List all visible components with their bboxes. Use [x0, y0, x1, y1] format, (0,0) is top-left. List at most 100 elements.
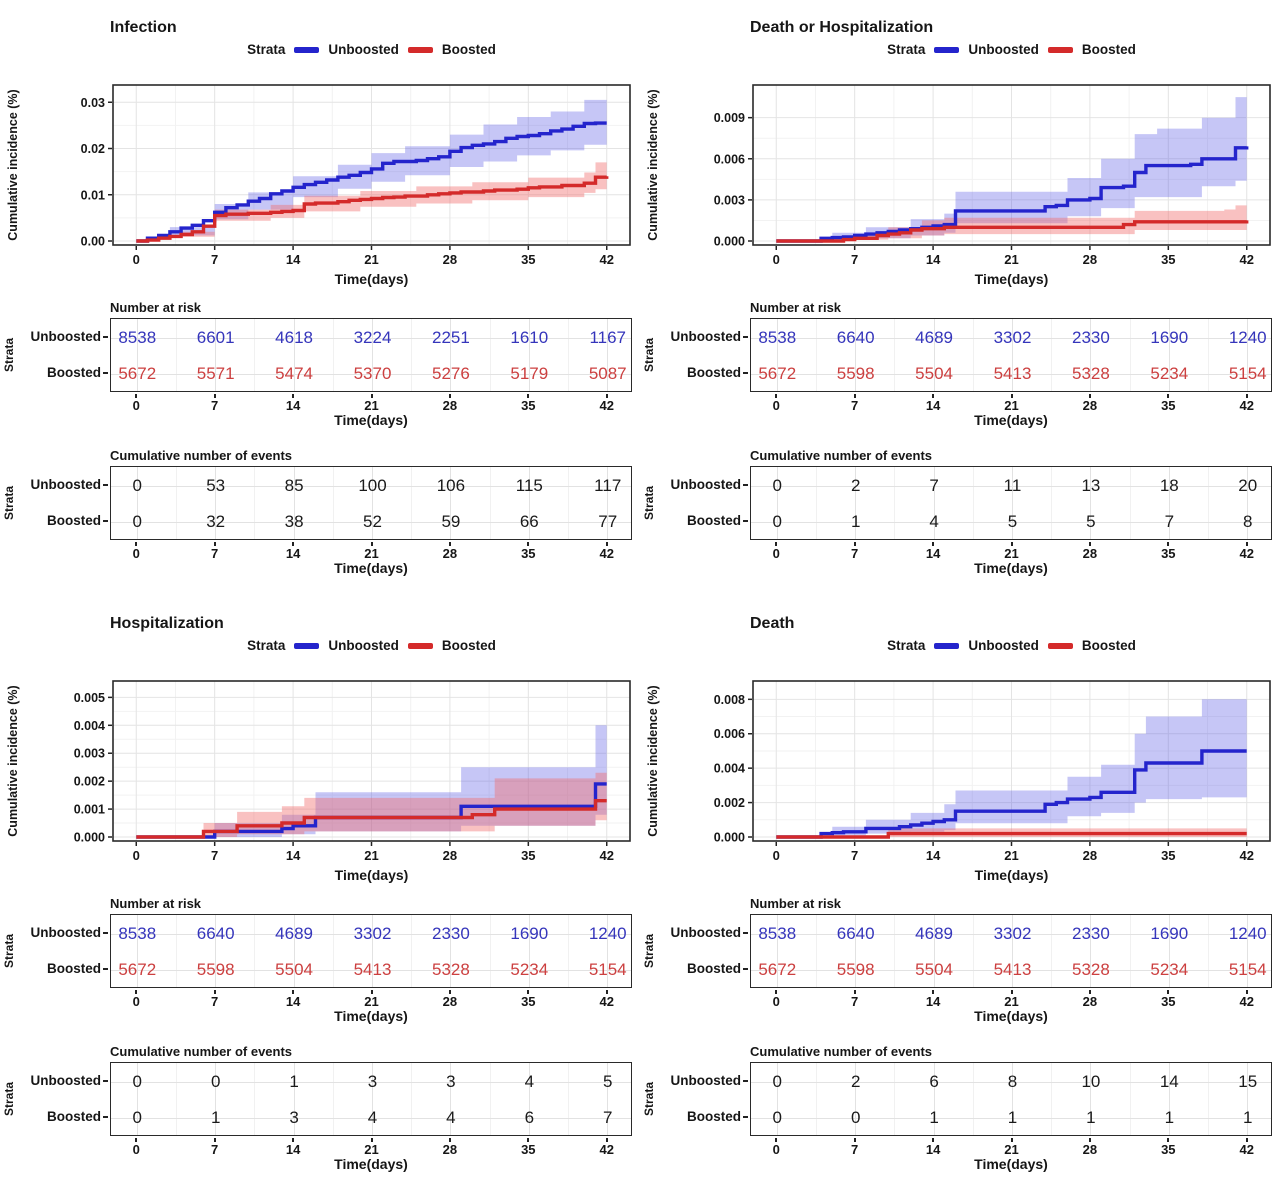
row-label-boosted: Boosted — [16, 960, 108, 978]
axis-tick-label: 42 — [1239, 398, 1254, 413]
axis-tick-mark — [527, 990, 530, 994]
table-gridline — [855, 467, 857, 539]
table-gridline — [215, 319, 217, 391]
legend-key-unboosted-icon — [934, 642, 960, 649]
risk-value: 3224 — [353, 328, 392, 347]
axis-tick-label: 42 — [1239, 1142, 1254, 1157]
axis-tick-mark — [1245, 542, 1248, 546]
risk-value: 1610 — [510, 328, 549, 347]
cumulative-incidence-chart: 0.00 0.01 0.02 0.03 0 7 14 21 28 35 42 Time(days) Cu… — [6, 84, 631, 287]
events-value: 14 — [1159, 1072, 1179, 1091]
legend-key-unboosted-icon — [934, 46, 960, 53]
table-gridline — [175, 467, 177, 539]
legend-key-boosted-icon — [407, 46, 433, 53]
table-gridline — [111, 1081, 631, 1083]
table-gridline — [372, 319, 373, 391]
risk-value: 8538 — [758, 924, 797, 943]
axis-tick-label: 35 — [521, 1142, 536, 1157]
table-gridline — [1090, 915, 1092, 987]
events-value: 0 — [132, 1072, 142, 1091]
x-tick-label: 0 — [133, 252, 140, 267]
events-value: 0 — [850, 1108, 861, 1127]
table-gridline — [933, 467, 935, 539]
y-tick-label: 0.000 — [714, 235, 745, 249]
number-at-risk-table: 8538 6640 4689 3302 2330 1690 1240 5672 5598 5504… — [750, 318, 1272, 392]
table-gridline — [1168, 467, 1170, 539]
strata-axis-label: Strata — [642, 1081, 657, 1117]
row-label-boosted: Boosted — [656, 960, 748, 978]
axis-tick-mark — [1088, 1138, 1091, 1142]
events-value: 52 — [363, 512, 382, 531]
y-tick-label: 0.002 — [714, 796, 745, 810]
events-value: 7 — [929, 476, 939, 495]
risk-table-axis: 0 7 14 21 28 35 42 — [110, 394, 632, 414]
table-gridline — [568, 1063, 570, 1135]
axis-tick-label: 14 — [285, 1142, 301, 1157]
axis-tick-label: 14 — [925, 546, 941, 561]
y-axis-title: Cumulative incidence (%) — [6, 89, 20, 240]
table-gridline — [751, 373, 1271, 375]
x-tick-label: 7 — [211, 848, 218, 863]
y-tick-label: 0.004 — [714, 762, 745, 776]
axis-tick-mark — [1245, 1138, 1248, 1142]
cumulative-incidence-chart: 0.000 0.003 0.006 0.009 0 7 14 21 28 35 42 Time(day… — [646, 84, 1271, 287]
axis-tick-mark — [605, 1138, 608, 1142]
y-axis-title: Cumulative incidence (%) — [6, 685, 20, 836]
axis-tick-mark — [605, 990, 608, 994]
events-value: 7 — [603, 1108, 613, 1127]
table-gridline — [293, 1063, 295, 1135]
events-value: 53 — [206, 476, 226, 495]
axis-tick-mark — [853, 394, 856, 398]
table-gridline — [751, 485, 1271, 487]
axis-tick-label: 42 — [1239, 994, 1254, 1009]
axis-tick-label: 21 — [364, 546, 379, 561]
table-gridline — [776, 1063, 778, 1135]
axis-tick-mark — [775, 990, 778, 994]
strata-axis-label: Strata — [642, 337, 657, 373]
row-label-unboosted: Unboosted — [656, 924, 748, 942]
events-value: 3 — [367, 1072, 378, 1091]
table-gridline — [489, 915, 491, 987]
risk-value: 5413 — [993, 364, 1032, 383]
y-tick-label: 0.003 — [714, 193, 745, 207]
risk-value: 6640 — [836, 924, 875, 943]
panel-title: Hospitalization — [110, 615, 224, 633]
x-axis-title: Time(days) — [335, 271, 409, 287]
table-gridline — [894, 1063, 896, 1135]
unboosted-line — [776, 146, 1249, 243]
axis-tick-label: 28 — [1082, 398, 1098, 413]
risk-value: 5370 — [353, 364, 392, 383]
axis-tick-mark — [1167, 1138, 1170, 1142]
events-value: 20 — [1238, 476, 1258, 495]
axis-tick-label: 35 — [521, 398, 536, 413]
risk-table-heading: Number at risk — [750, 300, 842, 315]
y-tick-label: 0.009 — [714, 111, 745, 125]
table-gridline — [111, 933, 631, 935]
events-axis-title: Time(days) — [974, 1156, 1048, 1172]
axis-tick-mark — [605, 542, 608, 546]
table-gridline — [1090, 319, 1092, 391]
legend-label-boosted: Boosted — [441, 638, 496, 653]
table-gridline — [933, 319, 935, 391]
risk-value: 3302 — [993, 328, 1032, 347]
x-tick-label: 28 — [1083, 848, 1097, 863]
risk-value: 5672 — [758, 960, 797, 979]
y-tick-label: 0.003 — [74, 747, 105, 761]
table-gridline — [293, 467, 295, 539]
risk-value: 1240 — [588, 924, 627, 943]
x-tick-label: 35 — [521, 848, 535, 863]
axis-tick-label: 7 — [211, 546, 219, 561]
risk-value: 5179 — [510, 364, 549, 383]
x-tick-label: 0 — [773, 848, 780, 863]
table-gridline — [855, 319, 857, 391]
risk-table-heading: Number at risk — [110, 896, 202, 911]
legend-key-boosted-icon — [407, 642, 433, 649]
table-gridline — [1247, 467, 1249, 539]
risk-table-axis: 0 7 14 21 28 35 42 — [750, 990, 1272, 1010]
axis-tick-mark — [1010, 1138, 1013, 1142]
risk-value: 3302 — [993, 924, 1032, 943]
table-gridline — [293, 915, 295, 987]
axis-tick-label: 42 — [599, 398, 614, 413]
axis-tick-mark — [448, 1138, 451, 1142]
table-gridline — [751, 933, 1271, 935]
